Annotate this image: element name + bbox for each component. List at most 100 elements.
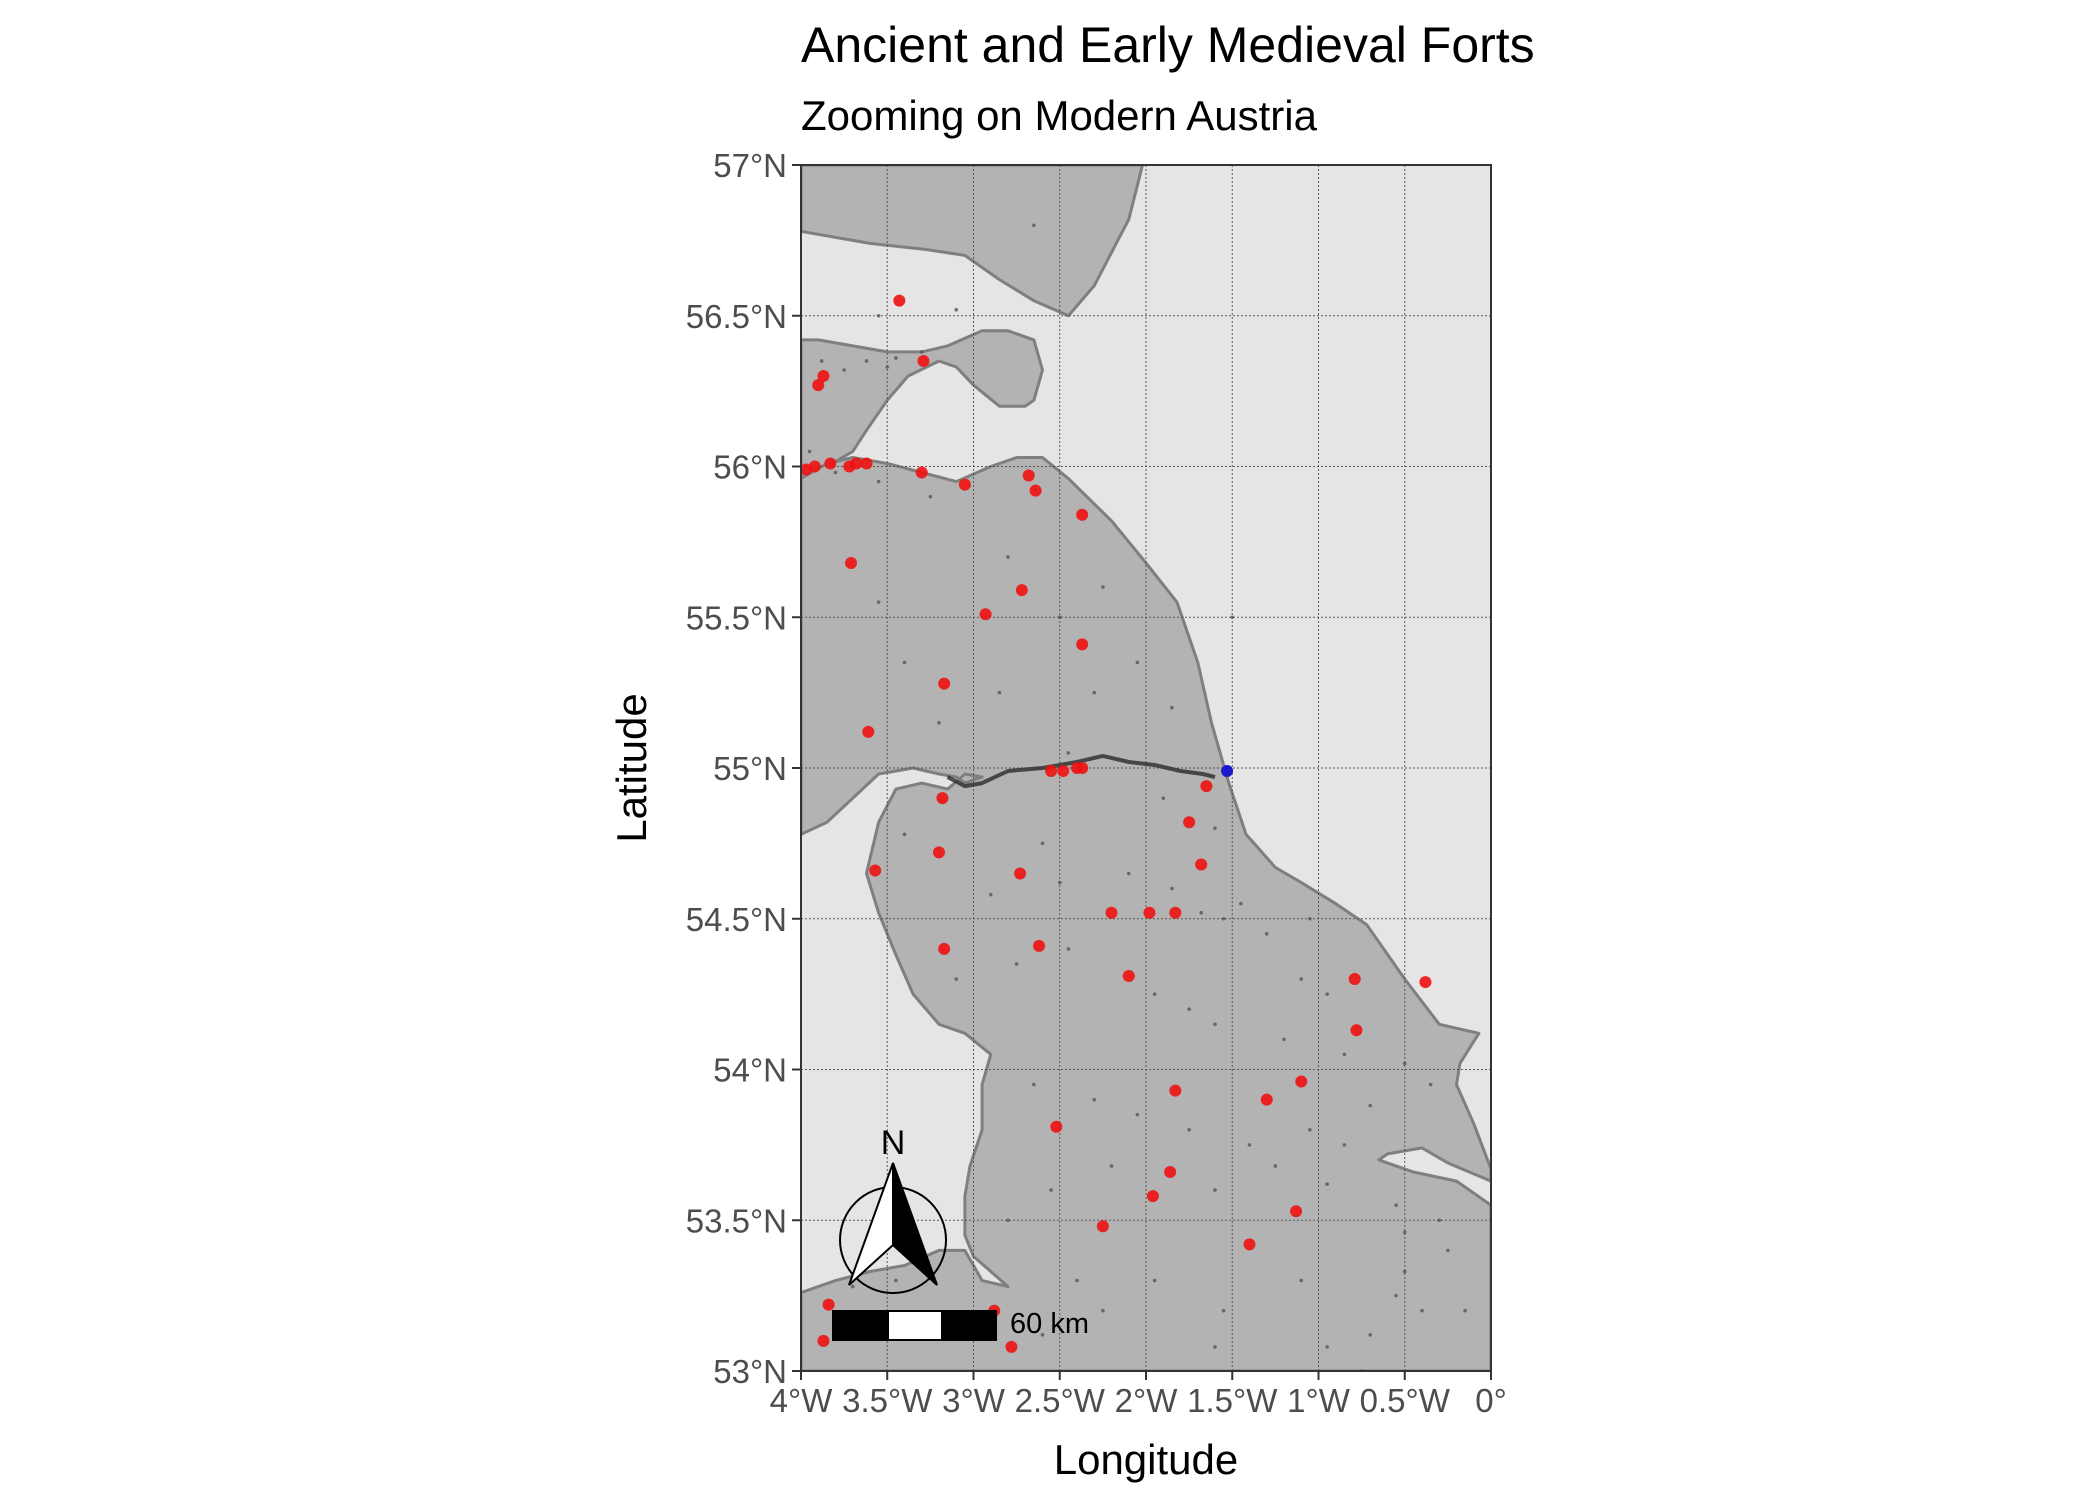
- site-point: [1308, 916, 1312, 921]
- site-point: [1325, 1182, 1329, 1186]
- site-point: [1057, 615, 1062, 620]
- site-point: [1006, 1218, 1010, 1223]
- x-tick-label: 2.5°W: [1015, 1382, 1106, 1419]
- site-point: [1057, 880, 1062, 885]
- scale-bar-seg-3: [941, 1310, 997, 1341]
- site-point: [864, 359, 869, 363]
- site-point: [928, 494, 933, 499]
- site-point: [1368, 1103, 1373, 1108]
- site-point: [1368, 1333, 1373, 1337]
- fort-point: [1057, 765, 1070, 778]
- site-point: [894, 1278, 898, 1283]
- x-tick-label: 1°W: [1287, 1382, 1351, 1419]
- fort-point: [1076, 638, 1089, 651]
- scale-bar-seg-1: [832, 1310, 889, 1341]
- fort-point: [817, 1334, 830, 1347]
- site-point: [1109, 1164, 1114, 1168]
- site-point: [819, 359, 824, 363]
- fort-point: [958, 478, 971, 491]
- fort-point: [808, 460, 821, 473]
- site-point: [1299, 1278, 1304, 1283]
- x-tick-label: 0°: [1475, 1382, 1507, 1419]
- fort-point: [860, 457, 873, 470]
- site-point: [1161, 796, 1166, 800]
- x-tick-label: 1.5°W: [1187, 1382, 1278, 1419]
- y-tick-label: 54.5°N: [686, 901, 787, 938]
- site-point: [1394, 1293, 1398, 1298]
- site-point: [1170, 886, 1174, 891]
- fort-point: [1243, 1238, 1256, 1251]
- site-point: [1463, 1308, 1467, 1313]
- site-point: [1428, 1082, 1433, 1087]
- site-point: [1170, 705, 1174, 710]
- site-point: [1032, 223, 1036, 228]
- y-tick-label: 56°N: [713, 449, 787, 486]
- fort-point: [812, 379, 825, 392]
- fort-point: [1096, 1220, 1109, 1233]
- fort-point: [917, 354, 930, 367]
- site-point: [1299, 977, 1304, 981]
- site-point: [1325, 992, 1329, 996]
- site-point: [894, 356, 898, 360]
- site-point: [954, 977, 959, 981]
- fort-point: [1169, 906, 1182, 919]
- site-point: [1075, 1278, 1079, 1283]
- site-point: [954, 307, 959, 312]
- site-point: [1221, 1308, 1226, 1313]
- site-point: [1213, 1022, 1217, 1027]
- fort-point: [1022, 469, 1035, 482]
- site-point: [1239, 901, 1243, 906]
- site-point: [1342, 1052, 1347, 1057]
- fort-point: [1014, 867, 1027, 880]
- site-point: [1308, 1128, 1312, 1132]
- fort-point: [1005, 1340, 1018, 1353]
- site-point: [1213, 1345, 1217, 1349]
- fort-point: [1290, 1205, 1303, 1218]
- site-point: [937, 720, 941, 725]
- site-point: [1040, 841, 1045, 846]
- site-point: [1187, 1128, 1191, 1132]
- fort-point: [893, 294, 906, 307]
- site-point: [1282, 1037, 1286, 1042]
- y-tick-label: 53.5°N: [686, 1202, 787, 1239]
- site-point: [807, 449, 812, 454]
- y-tick-label: 54°N: [713, 1052, 787, 1089]
- site-point: [1101, 585, 1105, 589]
- site-point: [1152, 992, 1157, 996]
- land-polygon: [801, 329, 1044, 481]
- fort-point: [1076, 762, 1089, 774]
- fort-point: [1029, 484, 1042, 497]
- x-tick-label: 4°W: [770, 1382, 834, 1419]
- fort-point: [1122, 970, 1135, 983]
- site-point: [1273, 1164, 1278, 1168]
- fort-point: [1076, 508, 1089, 521]
- site-point: [876, 600, 881, 604]
- hadrians-wall-line: [946, 753, 1216, 789]
- site-point: [1135, 1112, 1140, 1117]
- north-arrow-label: N: [881, 1124, 906, 1162]
- chart-title: Ancient and Early Medieval Forts: [801, 17, 1535, 73]
- fort-point: [1295, 1075, 1308, 1088]
- land-polygon: [801, 165, 1144, 318]
- fort-point: [824, 457, 837, 470]
- site-point: [1187, 1007, 1191, 1011]
- fort-point: [1195, 858, 1208, 871]
- fort-point: [1200, 780, 1213, 793]
- fort-point: [845, 556, 858, 569]
- x-tick-label: 3.5°W: [842, 1382, 933, 1419]
- site-point: [1040, 1333, 1045, 1337]
- site-point: [1066, 947, 1071, 951]
- fort-point: [817, 370, 830, 383]
- scale-bar: 60 km: [832, 1308, 1089, 1341]
- x-tick-label: 3°W: [942, 1382, 1006, 1419]
- fort-point: [1143, 906, 1156, 919]
- fort-point: [1350, 1024, 1363, 1037]
- fort-point: [1045, 765, 1058, 778]
- site-point: [850, 1284, 855, 1289]
- fort-point: [1169, 1084, 1182, 1097]
- x-tick-label: 0.5°W: [1360, 1382, 1451, 1419]
- wall-layer: [946, 753, 1216, 789]
- north-arrow-right-half: [892, 1162, 938, 1286]
- site-point: [1325, 1345, 1329, 1349]
